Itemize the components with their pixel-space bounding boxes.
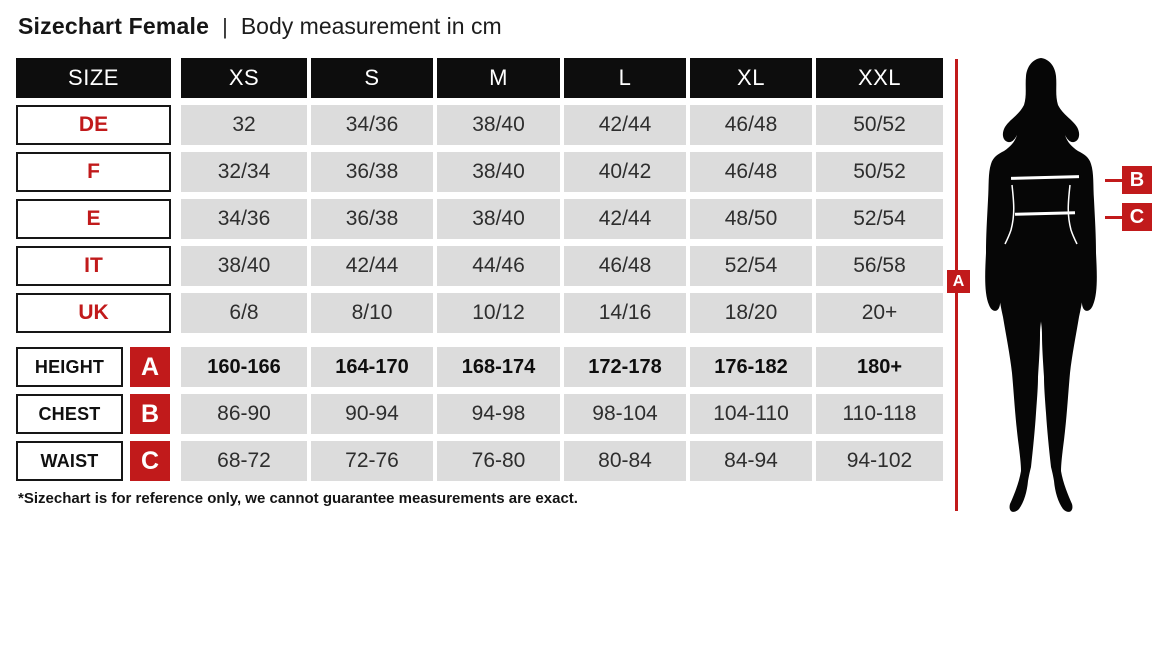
size-cell: 14/16 — [564, 293, 686, 333]
size-cell: 32/34 — [181, 152, 307, 192]
title-separator: | — [222, 14, 228, 39]
size-cell: 36/38 — [311, 199, 433, 239]
size-cell: 52/54 — [816, 199, 943, 239]
size-cell: 6/8 — [181, 293, 307, 333]
page-subtitle: Body measurement in cm — [240, 13, 502, 39]
marker-a-box: A — [947, 270, 970, 293]
measurement-cell: 110-118 — [816, 394, 943, 434]
size-cell: 42/44 — [311, 246, 433, 286]
size-cell: 48/50 — [690, 199, 812, 239]
measurement-cell: 94-102 — [816, 441, 943, 481]
header-cell-xs: XS — [181, 58, 307, 98]
size-cell: 10/12 — [437, 293, 560, 333]
waist-measure-line — [1014, 211, 1076, 216]
page-title: Sizechart Female — [18, 13, 210, 39]
measurement-cell: 172-178 — [564, 347, 686, 387]
measurement-cell: 86-90 — [181, 394, 307, 434]
row-label-e: E — [16, 199, 171, 239]
measurement-cell: 168-174 — [437, 347, 560, 387]
female-body-silhouette-icon — [985, 58, 1097, 512]
marker-c-box: C — [1122, 203, 1152, 231]
measurement-label-chest: CHEST — [16, 394, 123, 434]
waist-marker-tick — [1105, 216, 1122, 219]
measurement-cell: 76-80 — [437, 441, 560, 481]
measurement-cell: 104-110 — [690, 394, 812, 434]
size-cell: 50/52 — [816, 105, 943, 145]
size-cell: 38/40 — [437, 152, 560, 192]
size-cell: 42/44 — [564, 199, 686, 239]
measurement-label-height: HEIGHT — [16, 347, 123, 387]
size-cell: 38/40 — [181, 246, 307, 286]
measurement-row-head: HEIGHT A — [16, 347, 177, 387]
size-table: SIZE XS S M L XL XXL DE 32 34/36 38/40 42/44 46/48 50… — [16, 58, 943, 333]
measurement-cell: 164-170 — [311, 347, 433, 387]
size-cell: 46/48 — [690, 152, 812, 192]
size-cell: 36/38 — [311, 152, 433, 192]
silhouette-path — [985, 58, 1097, 512]
page-title-bar: Sizechart Female | Body measurement in c… — [18, 13, 502, 40]
size-cell: 46/48 — [690, 105, 812, 145]
row-label-de: DE — [16, 105, 171, 145]
header-cell-s: S — [311, 58, 433, 98]
marker-square-b: B — [130, 394, 170, 434]
size-cell: 38/40 — [437, 199, 560, 239]
arm-gap-line-left — [1004, 184, 1015, 245]
marker-square-c: C — [130, 441, 170, 481]
marker-square-a: A — [130, 347, 170, 387]
measurement-cell: 84-94 — [690, 441, 812, 481]
size-cell: 20+ — [816, 293, 943, 333]
size-cell: 56/58 — [816, 246, 943, 286]
size-cell: 18/20 — [690, 293, 812, 333]
size-cell: 34/36 — [181, 199, 307, 239]
measurement-cell: 176-182 — [690, 347, 812, 387]
measurement-row-head: CHEST B — [16, 394, 177, 434]
size-cell: 42/44 — [564, 105, 686, 145]
size-cell: 44/46 — [437, 246, 560, 286]
header-cell-xl: XL — [690, 58, 812, 98]
measurement-cell: 68-72 — [181, 441, 307, 481]
size-cell: 46/48 — [564, 246, 686, 286]
row-label-uk: UK — [16, 293, 171, 333]
header-cell-m: M — [437, 58, 560, 98]
chest-measure-line — [1010, 175, 1080, 180]
size-cell: 32 — [181, 105, 307, 145]
measurement-cell: 90-94 — [311, 394, 433, 434]
header-cell-size: SIZE — [16, 58, 171, 98]
size-cell: 34/36 — [311, 105, 433, 145]
size-cell: 52/54 — [690, 246, 812, 286]
measurement-cell: 94-98 — [437, 394, 560, 434]
header-cell-l: L — [564, 58, 686, 98]
measurement-cell: 160-166 — [181, 347, 307, 387]
measurement-row-head: WAIST C — [16, 441, 177, 481]
row-label-f: F — [16, 152, 171, 192]
size-cell: 8/10 — [311, 293, 433, 333]
arm-gap-line-right — [1067, 184, 1078, 245]
size-cell: 50/52 — [816, 152, 943, 192]
measurement-table: HEIGHT A 160-166 164-170 168-174 172-178 176-1… — [16, 347, 943, 481]
measurement-cell: 72-76 — [311, 441, 433, 481]
header-cell-xxl: XXL — [816, 58, 943, 98]
marker-b-box: B — [1122, 166, 1152, 194]
measurement-cell: 98-104 — [564, 394, 686, 434]
size-cell: 40/42 — [564, 152, 686, 192]
size-cell: 38/40 — [437, 105, 560, 145]
footnote: *Sizechart is for reference only, we can… — [18, 490, 578, 507]
measurement-label-waist: WAIST — [16, 441, 123, 481]
measurement-cell: 80-84 — [564, 441, 686, 481]
row-label-it: IT — [16, 246, 171, 286]
chest-marker-tick — [1105, 179, 1122, 182]
measurement-cell: 180+ — [816, 347, 943, 387]
